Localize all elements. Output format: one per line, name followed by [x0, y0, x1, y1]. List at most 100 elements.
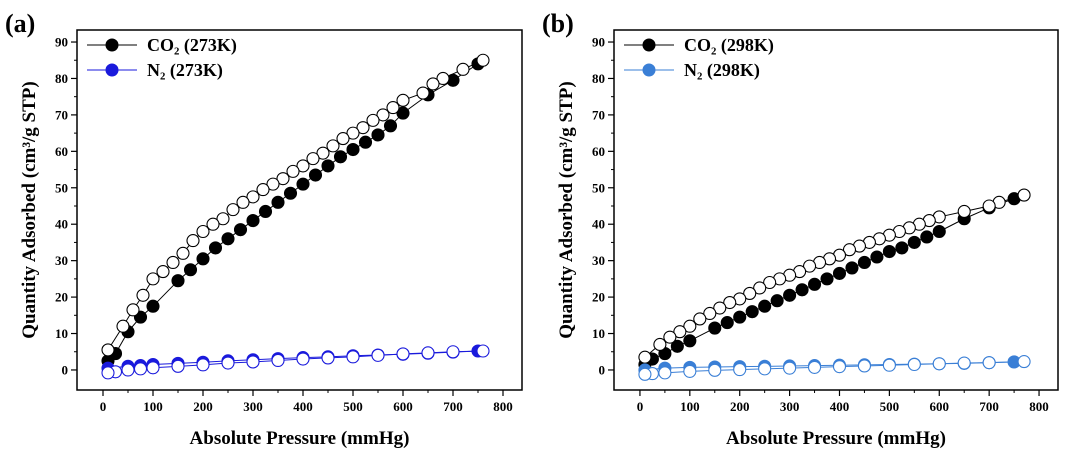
adsorption-point [845, 261, 859, 275]
desorption-point [166, 255, 180, 270]
adsorption-point [907, 235, 921, 249]
y-tick-label: 70 [592, 107, 605, 122]
y-tick-label: 40 [55, 217, 68, 232]
y-tick-label: 0 [599, 362, 606, 377]
adsorption-point [321, 159, 335, 173]
desorption-point [763, 275, 777, 290]
desorption-point [753, 281, 767, 295]
x-tick-label: 300 [243, 399, 263, 414]
desorption-point [663, 330, 677, 344]
x-tick-label: 500 [343, 399, 363, 414]
adsorption-point [221, 232, 235, 246]
legend-label: N₂ (298K) [684, 60, 760, 81]
adsorption-point [196, 252, 210, 266]
adsorption-point [832, 266, 847, 280]
adsorption-point [770, 294, 784, 308]
desorption-point [226, 203, 240, 217]
desorption-point [982, 199, 996, 213]
y-tick-label: 20 [55, 290, 68, 305]
series-line [107, 59, 484, 351]
desorption-point [306, 152, 320, 166]
desorption-point [156, 265, 170, 279]
desorption-point [416, 86, 430, 100]
x-tick-label: 300 [780, 399, 800, 414]
legend-label: CO₂ (273K) [147, 35, 237, 56]
adsorption-point [857, 255, 871, 270]
desorption-point [176, 246, 190, 260]
legend-label: N₂ (273K) [147, 60, 223, 81]
y-tick-label: 80 [592, 71, 605, 86]
legend-marker [105, 63, 119, 77]
desorption-point [246, 190, 260, 204]
desorption-point [426, 77, 440, 91]
adsorption-point [346, 142, 360, 157]
adsorption-point [783, 288, 797, 302]
desorption-point [236, 195, 250, 209]
desorption-point [882, 358, 896, 372]
adsorption-point [183, 263, 198, 277]
adsorption-point [308, 168, 323, 182]
desorption-point [356, 121, 370, 135]
desorption-point [658, 366, 672, 380]
y-tick-label: 0 [62, 362, 69, 377]
desorption-point [803, 259, 817, 273]
adsorption-point [708, 321, 722, 335]
desorption-point [982, 356, 996, 370]
x-tick-label: 600 [930, 399, 950, 414]
desorption-point [246, 355, 260, 369]
desorption-point [316, 146, 330, 160]
y-tick-label: 10 [592, 326, 605, 341]
desorption-point [296, 352, 310, 366]
desorption-point [101, 343, 115, 357]
desorption-point [1017, 355, 1031, 369]
desorption-point [713, 301, 727, 315]
y-tick-label: 10 [55, 326, 68, 341]
desorption-point [396, 347, 410, 361]
y-axis-label: Quantity Adsorbed (cm³/g STP) [556, 81, 577, 338]
desorption-point [907, 357, 921, 372]
desorption-point [256, 183, 270, 197]
adsorption-point [246, 214, 260, 228]
desorption-point [321, 351, 335, 365]
desorption-point [326, 139, 340, 153]
legend-label: CO₂ (298K) [684, 35, 774, 56]
adsorption-point [333, 150, 348, 164]
desorption-point [957, 204, 971, 219]
y-tick-label: 50 [55, 180, 68, 195]
legend-marker [642, 63, 656, 77]
desorption-point [476, 344, 490, 358]
desorption-point [723, 296, 737, 310]
x-tick-label: 700 [979, 399, 999, 414]
x-tick-label: 200 [730, 399, 750, 414]
y-tick-label: 80 [55, 71, 68, 86]
adsorption-point [233, 223, 248, 237]
desorption-point [196, 358, 210, 372]
adsorption-point [795, 283, 809, 297]
desorption-point [436, 71, 450, 86]
desorption-point [371, 348, 385, 362]
adsorption-point [283, 186, 298, 200]
desorption-point [171, 359, 185, 373]
x-axis-label: Absolute Pressure (mmHg) [190, 428, 410, 449]
adsorption-point [920, 230, 934, 244]
adsorption-point [670, 339, 684, 353]
adsorption-point [258, 204, 273, 219]
desorption-point [703, 306, 717, 321]
desorption-point [296, 159, 310, 173]
x-tick-label: 100 [680, 399, 700, 414]
adsorption-point [720, 316, 734, 330]
adsorption-point [358, 135, 373, 149]
panel-label: (a) [5, 9, 35, 38]
adsorption-point [296, 177, 310, 191]
y-tick-label: 30 [592, 253, 605, 268]
plot-frame [613, 29, 1059, 391]
desorption-point [758, 362, 772, 376]
x-axis-label: Absolute Pressure (mmHg) [726, 428, 946, 449]
adsorption-point [383, 119, 398, 133]
y-axis-label: Quantity Adsorbed (cm³/g STP) [19, 81, 40, 338]
adsorption-point [932, 224, 946, 239]
desorption-point [733, 363, 747, 377]
desorption-point [376, 108, 390, 122]
desorption-point [271, 353, 285, 368]
